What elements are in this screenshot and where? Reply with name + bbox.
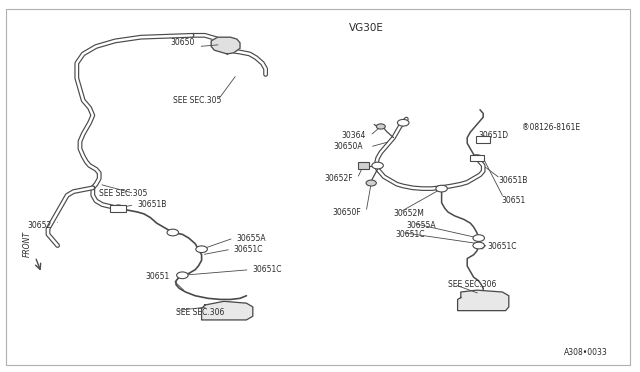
Circle shape bbox=[473, 235, 484, 241]
Circle shape bbox=[477, 136, 489, 143]
Circle shape bbox=[372, 162, 383, 169]
Text: SEE SEC.305: SEE SEC.305 bbox=[173, 96, 221, 105]
Circle shape bbox=[113, 205, 124, 212]
Text: 30655A: 30655A bbox=[406, 221, 436, 230]
Circle shape bbox=[397, 119, 409, 126]
Text: 30651B: 30651B bbox=[138, 200, 167, 209]
Bar bbox=[476, 136, 490, 143]
Text: SEE SEC.305: SEE SEC.305 bbox=[99, 189, 148, 198]
Text: 30652M: 30652M bbox=[394, 209, 424, 218]
Text: 30655A: 30655A bbox=[237, 234, 266, 243]
Text: 30651: 30651 bbox=[501, 196, 525, 205]
Text: ®08126-8161E: ®08126-8161E bbox=[522, 123, 580, 132]
Circle shape bbox=[366, 180, 376, 186]
Circle shape bbox=[376, 124, 385, 129]
Text: 30651C: 30651C bbox=[234, 245, 263, 254]
Text: 30364: 30364 bbox=[342, 131, 366, 140]
Polygon shape bbox=[211, 37, 240, 54]
Text: FRONT: FRONT bbox=[22, 231, 31, 257]
Circle shape bbox=[196, 246, 207, 253]
Text: 30651D: 30651D bbox=[479, 131, 509, 140]
Text: VG30E: VG30E bbox=[349, 23, 383, 33]
Text: SEE SEC.306: SEE SEC.306 bbox=[176, 308, 225, 317]
Circle shape bbox=[436, 185, 447, 192]
Bar bbox=[110, 205, 127, 212]
Polygon shape bbox=[202, 301, 253, 320]
Text: 30651C: 30651C bbox=[253, 265, 282, 274]
Text: A308•0033: A308•0033 bbox=[564, 348, 608, 357]
Text: 30650: 30650 bbox=[170, 38, 195, 46]
Text: 30650F: 30650F bbox=[333, 208, 362, 217]
Text: 30651C: 30651C bbox=[396, 230, 425, 239]
Text: 30652: 30652 bbox=[27, 221, 51, 230]
Circle shape bbox=[167, 229, 179, 236]
Text: 30650A: 30650A bbox=[333, 142, 363, 151]
Text: SEE SEC.306: SEE SEC.306 bbox=[448, 280, 497, 289]
Text: 30652F: 30652F bbox=[324, 174, 353, 183]
Text: 30651C: 30651C bbox=[488, 242, 517, 251]
Text: 30651: 30651 bbox=[145, 272, 170, 280]
Bar bbox=[470, 155, 484, 161]
Bar bbox=[358, 162, 369, 169]
Circle shape bbox=[471, 155, 483, 161]
Polygon shape bbox=[458, 290, 509, 311]
Circle shape bbox=[177, 272, 188, 279]
Text: 30651B: 30651B bbox=[498, 176, 527, 185]
Circle shape bbox=[473, 242, 484, 249]
